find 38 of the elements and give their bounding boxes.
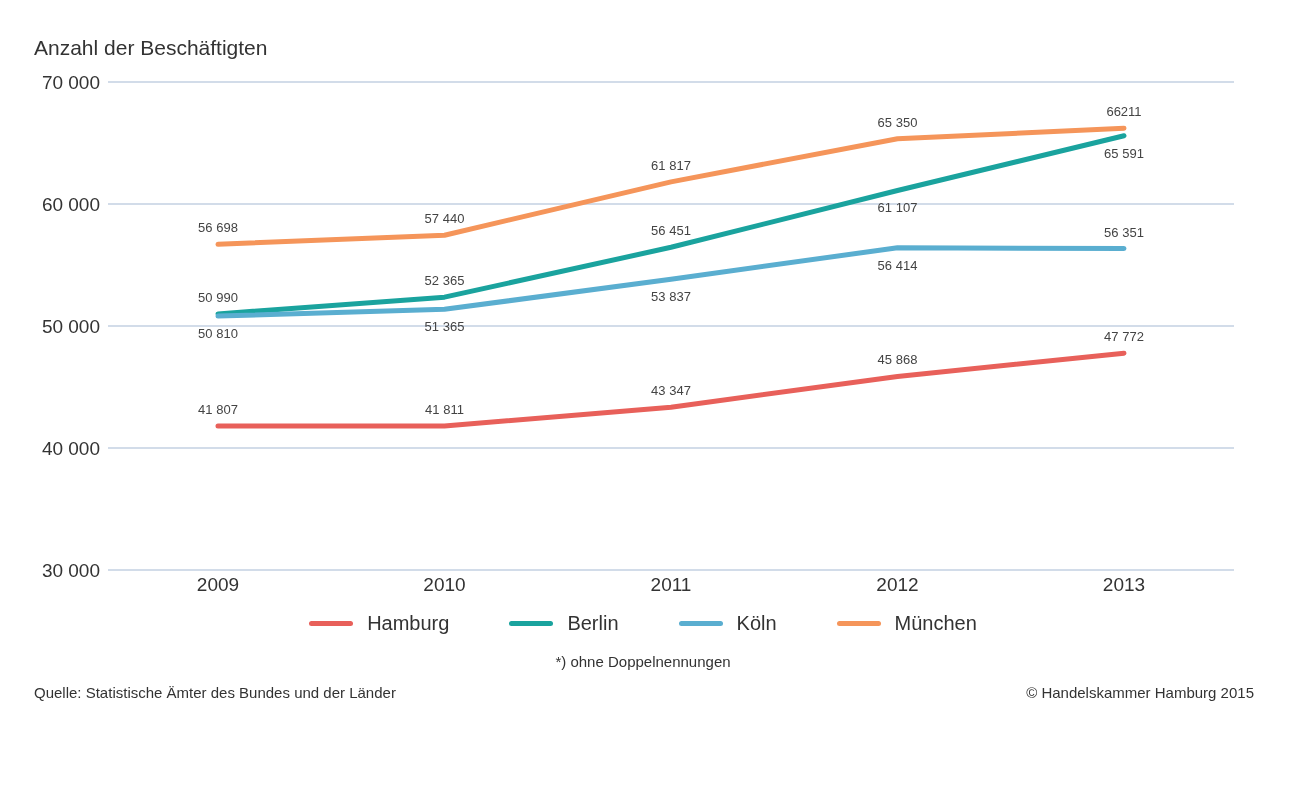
data-label: 53 837 bbox=[651, 289, 691, 305]
y-tick-label: 70 000 bbox=[41, 71, 100, 93]
data-label: 56 698 bbox=[198, 220, 238, 236]
data-label: 45 868 bbox=[877, 352, 918, 368]
data-label: 57 440 bbox=[424, 211, 465, 227]
legend-label: Hamburg bbox=[367, 612, 450, 635]
y-tick-label: 60 000 bbox=[41, 193, 100, 215]
data-label: 43 347 bbox=[651, 383, 691, 399]
data-label: 61 817 bbox=[651, 157, 691, 173]
data-label: 51 365 bbox=[424, 319, 465, 335]
y-tick-label: 30 000 bbox=[41, 559, 100, 581]
y-tick-label: 50 000 bbox=[41, 315, 100, 337]
chart-title: Anzahl der Beschäftigten bbox=[34, 36, 269, 60]
data-label: 47 772 bbox=[1104, 329, 1144, 345]
legend-label: Köln bbox=[736, 612, 777, 635]
text: © Handelskammer Hamburg 2015 bbox=[1026, 684, 1254, 701]
data-label: 56 451 bbox=[651, 223, 691, 239]
source-note: Quelle: Statistische Ämter des Bundes und der Länder bbox=[34, 684, 396, 701]
x-tick-label: 2011 bbox=[650, 574, 692, 596]
data-label: 50 990 bbox=[198, 289, 238, 305]
data-label: 52 365 bbox=[424, 273, 465, 289]
data-label: 56 414 bbox=[877, 257, 918, 273]
x-tick-label: 2013 bbox=[1102, 574, 1146, 596]
x-tick-label: 2009 bbox=[196, 574, 240, 596]
data-label: 66211 bbox=[1106, 104, 1142, 120]
data-label: 50 810 bbox=[198, 326, 238, 342]
data-label: 41 811 bbox=[425, 401, 464, 417]
text: *) ohne Doppelnennungen bbox=[554, 653, 732, 670]
data-label: 41 807 bbox=[198, 401, 238, 417]
legend-label: Berlin bbox=[567, 612, 619, 635]
data-label: 56 351 bbox=[1104, 224, 1144, 240]
data-label: 65 591 bbox=[1104, 145, 1144, 161]
data-label: 65 350 bbox=[877, 114, 918, 130]
legend-label: München bbox=[894, 612, 977, 635]
y-tick-label: 40 000 bbox=[41, 437, 100, 459]
x-tick-label: 2010 bbox=[423, 574, 466, 596]
x-tick-label: 2012 bbox=[876, 574, 919, 596]
data-label: 61 107 bbox=[877, 200, 918, 216]
